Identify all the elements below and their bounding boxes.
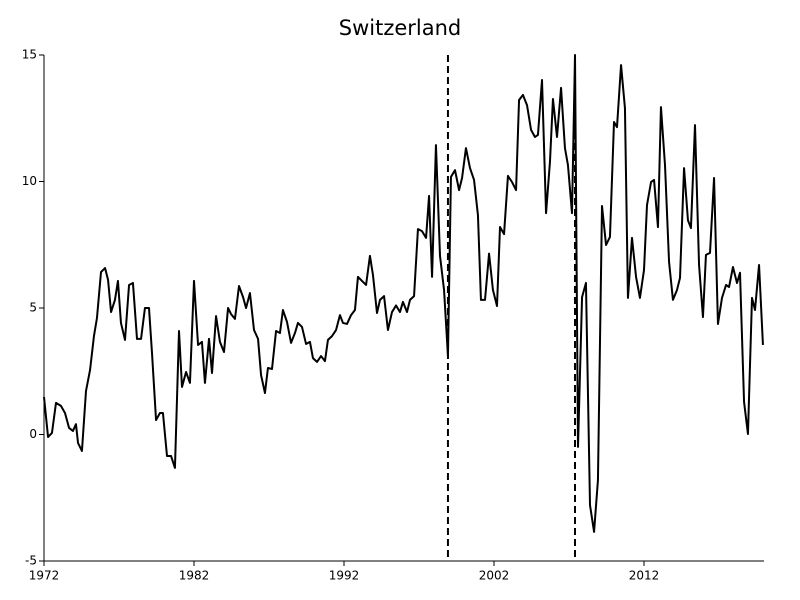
y-tick-label: 15 bbox=[22, 48, 37, 62]
y-tick-label: -5 bbox=[25, 554, 37, 568]
y-tick-label: 10 bbox=[22, 174, 37, 188]
x-tick-label: 1972 bbox=[29, 569, 60, 583]
chart-title: Switzerland bbox=[339, 16, 462, 40]
y-tick-label: 0 bbox=[29, 427, 37, 441]
y-tick-label: 5 bbox=[29, 301, 37, 315]
x-tick-label: 1992 bbox=[329, 569, 360, 583]
x-tick-label: 2002 bbox=[479, 569, 510, 583]
data-line bbox=[43, 54, 764, 533]
x-tick-label: 2012 bbox=[629, 569, 660, 583]
x-tick-label: 1982 bbox=[179, 569, 210, 583]
